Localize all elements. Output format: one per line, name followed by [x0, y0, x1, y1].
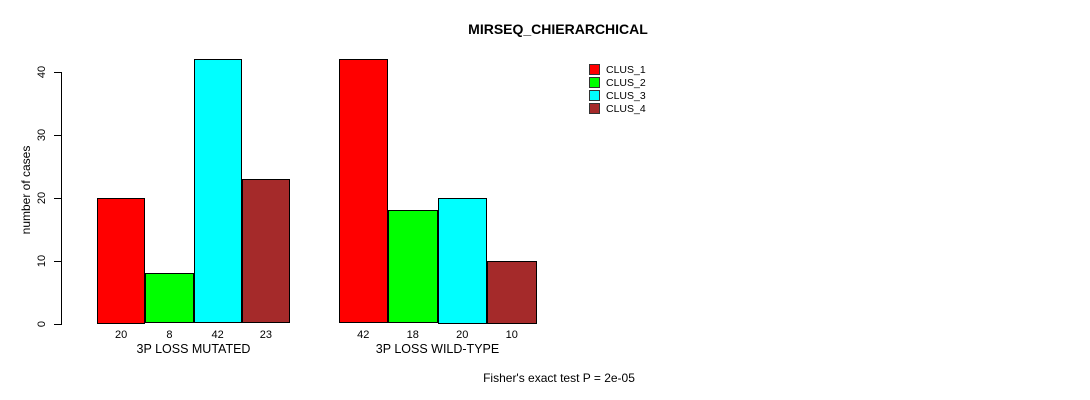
y-tick-label: 10: [36, 254, 48, 267]
bar-value-label: 23: [259, 329, 272, 341]
bar-clus_4-2: [487, 260, 537, 324]
bar-value-label: 42: [357, 329, 370, 341]
legend-label: CLUS_2: [606, 76, 646, 89]
legend-label: CLUS_4: [606, 102, 646, 115]
bar-clus_3-1: [193, 58, 242, 324]
bar-value-label: 18: [406, 329, 419, 341]
bar-value-label: 8: [166, 329, 173, 341]
y-tick-label: 40: [36, 65, 48, 78]
y-tick-mark: [54, 198, 61, 199]
legend-item-clus_1: CLUS_1: [589, 63, 646, 76]
bar-value-label: 42: [211, 329, 224, 341]
category-label: 3P LOSS MUTATED: [136, 342, 251, 356]
y-tick-label: 0: [36, 320, 48, 327]
legend-item-clus_3: CLUS_3: [589, 89, 646, 102]
chart-title: MIRSEQ_CHIERARCHICAL: [468, 21, 648, 37]
y-tick-mark: [54, 261, 61, 262]
bar-value-label: 20: [456, 329, 469, 341]
legend-swatch-icon: [589, 103, 600, 114]
y-axis-line: [61, 72, 62, 325]
bar-clus_2-2: [388, 210, 438, 324]
bar-clus_1-2: [338, 58, 388, 324]
bar-clus_1-1: [97, 197, 146, 324]
bar-clus_4-1: [241, 178, 290, 324]
y-tick-mark: [54, 72, 61, 73]
annotation-text: Fisher's exact test P = 2e-05: [483, 371, 635, 385]
bar-value-label: 10: [505, 329, 518, 341]
y-tick-label: 30: [36, 128, 48, 141]
bar-value-label: 20: [115, 329, 128, 341]
legend-swatch-icon: [589, 90, 600, 101]
category-label: 3P LOSS WILD-TYPE: [375, 342, 500, 356]
legend-label: CLUS_3: [606, 89, 646, 102]
legend-swatch-icon: [589, 77, 600, 88]
y-tick-mark: [54, 135, 61, 136]
bar-clus_3-2: [437, 197, 487, 324]
legend-label: CLUS_1: [606, 63, 646, 76]
bar-clus_2-1: [145, 273, 194, 324]
y-tick-mark: [54, 324, 61, 325]
legend-item-clus_4: CLUS_4: [589, 102, 646, 115]
legend-item-clus_2: CLUS_2: [589, 76, 646, 89]
legend: CLUS_1 CLUS_2 CLUS_3 CLUS_4: [589, 63, 646, 115]
legend-swatch-icon: [589, 64, 600, 75]
y-tick-label: 20: [36, 191, 48, 204]
y-axis-label: number of cases: [19, 145, 33, 235]
